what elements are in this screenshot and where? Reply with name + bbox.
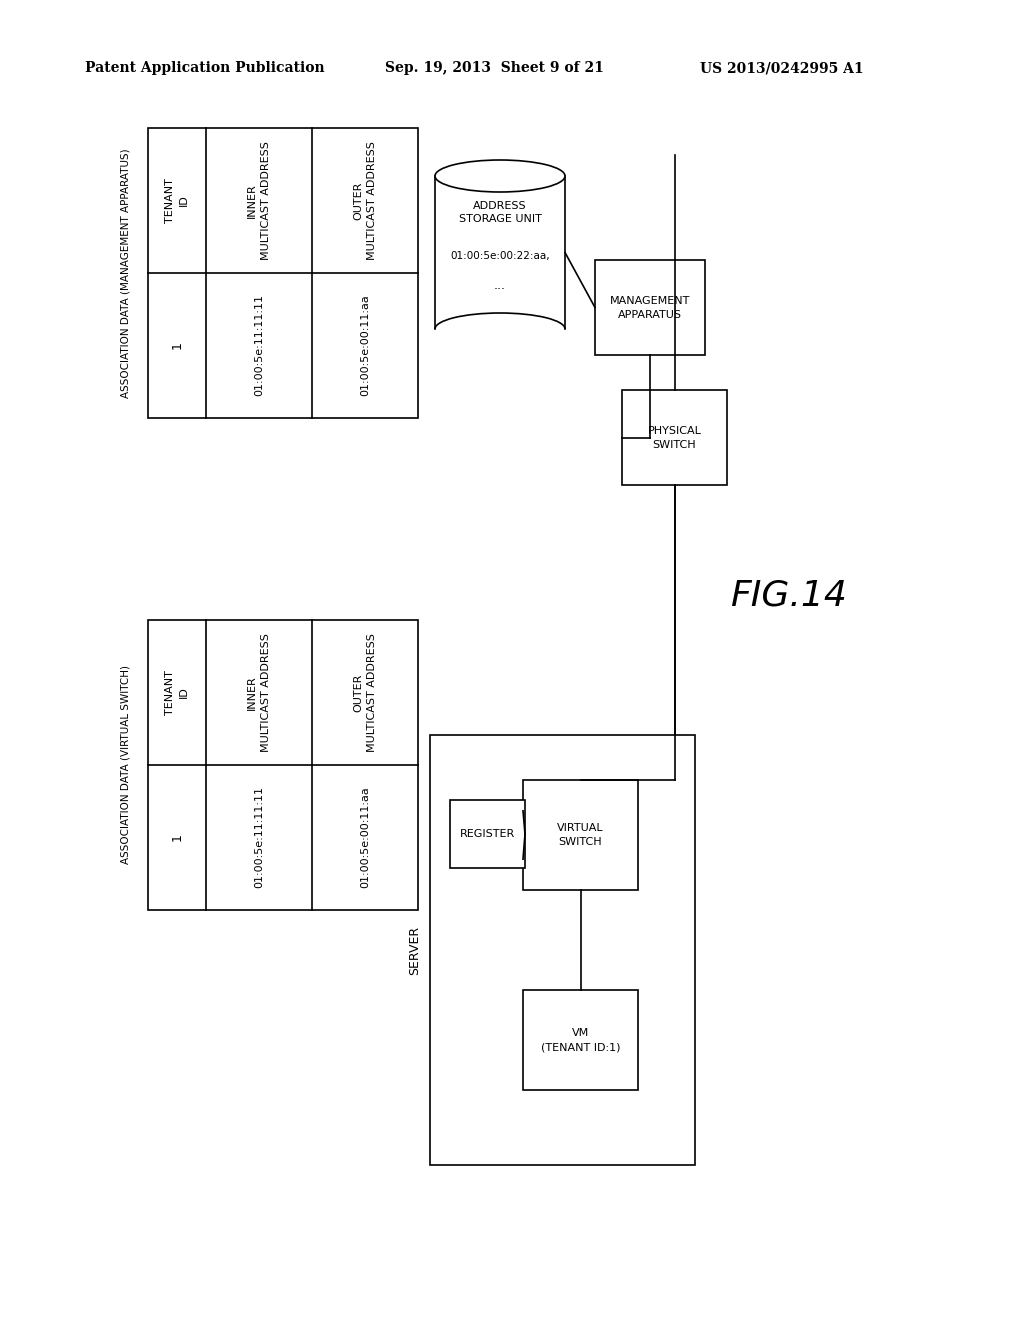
Text: ADDRESS
STORAGE UNIT: ADDRESS STORAGE UNIT xyxy=(459,201,542,224)
Text: 01:00:5e:00:22:aa,: 01:00:5e:00:22:aa, xyxy=(451,251,550,261)
Text: ASSOCIATION DATA (MANAGEMENT APPARATUS): ASSOCIATION DATA (MANAGEMENT APPARATUS) xyxy=(121,148,131,397)
Text: 01:00:5e:00:11:aa: 01:00:5e:00:11:aa xyxy=(360,294,370,396)
Ellipse shape xyxy=(435,160,565,191)
Bar xyxy=(622,389,727,484)
Text: TENANT
ID: TENANT ID xyxy=(165,671,189,715)
Text: INNER
MULTICAST ADDRESS: INNER MULTICAST ADDRESS xyxy=(247,141,271,260)
Text: VM
(TENANT ID:1): VM (TENANT ID:1) xyxy=(541,1028,621,1052)
Text: OUTER
MULTICAST ADDRESS: OUTER MULTICAST ADDRESS xyxy=(353,141,377,260)
Bar xyxy=(435,176,565,329)
Text: REGISTER: REGISTER xyxy=(460,829,515,840)
Text: SERVER: SERVER xyxy=(409,925,422,974)
Text: 1: 1 xyxy=(171,833,183,841)
Bar xyxy=(523,780,638,890)
Text: MANAGEMENT
APPARATUS: MANAGEMENT APPARATUS xyxy=(610,296,690,319)
Text: TENANT
ID: TENANT ID xyxy=(165,178,189,223)
Text: PHYSICAL
SWITCH: PHYSICAL SWITCH xyxy=(647,425,701,450)
Text: Sep. 19, 2013  Sheet 9 of 21: Sep. 19, 2013 Sheet 9 of 21 xyxy=(385,61,604,75)
Text: INNER
MULTICAST ADDRESS: INNER MULTICAST ADDRESS xyxy=(247,634,271,752)
Text: VIRTUAL
SWITCH: VIRTUAL SWITCH xyxy=(557,822,604,847)
Bar xyxy=(450,800,525,869)
Text: FIG.14: FIG.14 xyxy=(730,578,847,612)
Text: 01:00:5e:11:11:11: 01:00:5e:11:11:11 xyxy=(254,787,264,888)
Bar xyxy=(148,620,418,909)
Bar xyxy=(430,735,695,1166)
Text: ...: ... xyxy=(494,279,506,292)
Text: 1: 1 xyxy=(171,342,183,350)
Bar xyxy=(595,260,705,355)
Text: US 2013/0242995 A1: US 2013/0242995 A1 xyxy=(700,61,863,75)
Bar xyxy=(148,128,418,418)
Text: ASSOCIATION DATA (VIRTUAL SWITCH): ASSOCIATION DATA (VIRTUAL SWITCH) xyxy=(121,665,131,865)
Text: 01:00:5e:11:11:11: 01:00:5e:11:11:11 xyxy=(254,294,264,396)
Text: 01:00:5e:00:11:aa: 01:00:5e:00:11:aa xyxy=(360,787,370,888)
Bar xyxy=(523,990,638,1090)
Text: Patent Application Publication: Patent Application Publication xyxy=(85,61,325,75)
Text: OUTER
MULTICAST ADDRESS: OUTER MULTICAST ADDRESS xyxy=(353,634,377,752)
